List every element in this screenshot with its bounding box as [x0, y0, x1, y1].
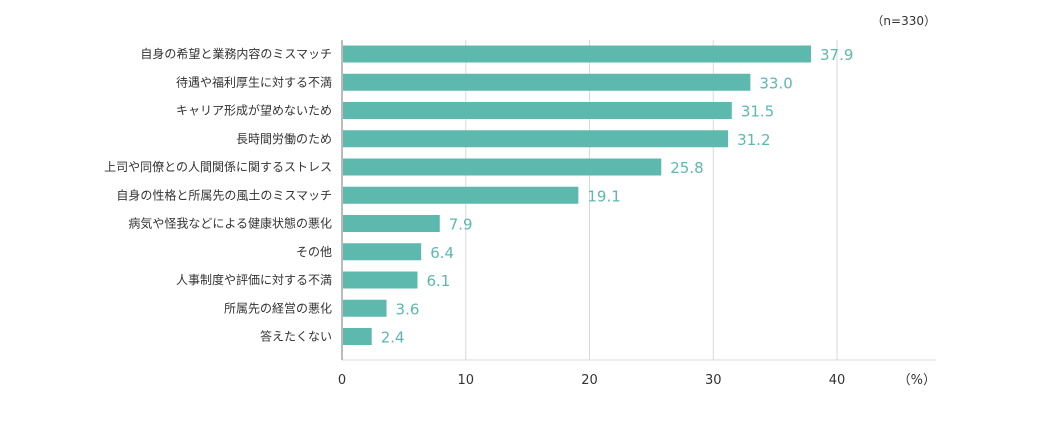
bar — [342, 130, 729, 148]
bar — [342, 243, 422, 261]
category-label: 答えたくない — [260, 329, 332, 344]
value-label: 7.9 — [449, 216, 473, 234]
category-label: 上司や同僚との人間関係に関するストレス — [104, 159, 332, 174]
category-label: 人事制度や評価に対する不満 — [176, 272, 332, 287]
value-label: 6.1 — [426, 272, 450, 290]
bar — [342, 186, 579, 204]
value-label: 25.8 — [670, 159, 703, 177]
category-label: 自身の希望と業務内容のミスマッチ — [140, 46, 332, 61]
bar — [342, 271, 418, 289]
x-tick-label: 10 — [457, 373, 474, 388]
category-label: キャリア形成が望めないため — [176, 103, 332, 118]
value-label: 3.6 — [396, 300, 420, 318]
category-label: 待遇や福利厚生に対する不満 — [176, 74, 332, 89]
value-label: 37.9 — [820, 46, 853, 64]
bar — [342, 215, 440, 232]
category-label: その他 — [296, 245, 332, 259]
bar — [342, 73, 751, 91]
category-label: 自身の性格と所属先の風土のミスマッチ — [116, 187, 332, 202]
x-axis-unit-label: （%） — [898, 373, 936, 388]
bar — [342, 158, 662, 176]
value-label: 19.1 — [587, 187, 620, 205]
x-tick-label: 20 — [581, 373, 598, 388]
value-label: 6.4 — [430, 244, 454, 262]
bar — [342, 45, 812, 63]
bar — [342, 328, 372, 345]
value-label: 31.5 — [741, 103, 774, 121]
bar — [342, 299, 387, 317]
value-label: 2.4 — [381, 329, 405, 347]
category-label: 長時間労働のため — [236, 132, 332, 146]
bar — [342, 102, 732, 119]
x-tick-label: 0 — [338, 373, 346, 388]
bars: 自身の希望と業務内容のミスマッチ 37.9 待遇や福利厚生に対する不満 33.0 キャリ… — [104, 45, 853, 347]
x-tick-label: 40 — [829, 373, 846, 388]
sample-size-note: （n=330） — [871, 14, 936, 28]
category-label: 病気や怪我などによる健康状態の悪化 — [128, 216, 332, 231]
x-tick-label: 30 — [705, 373, 722, 388]
category-label: 所属先の経営の悪化 — [224, 301, 332, 315]
axes: 0 10 20 30 40 — [338, 40, 936, 388]
value-label: 31.2 — [737, 131, 770, 149]
value-label: 33.0 — [759, 74, 792, 92]
